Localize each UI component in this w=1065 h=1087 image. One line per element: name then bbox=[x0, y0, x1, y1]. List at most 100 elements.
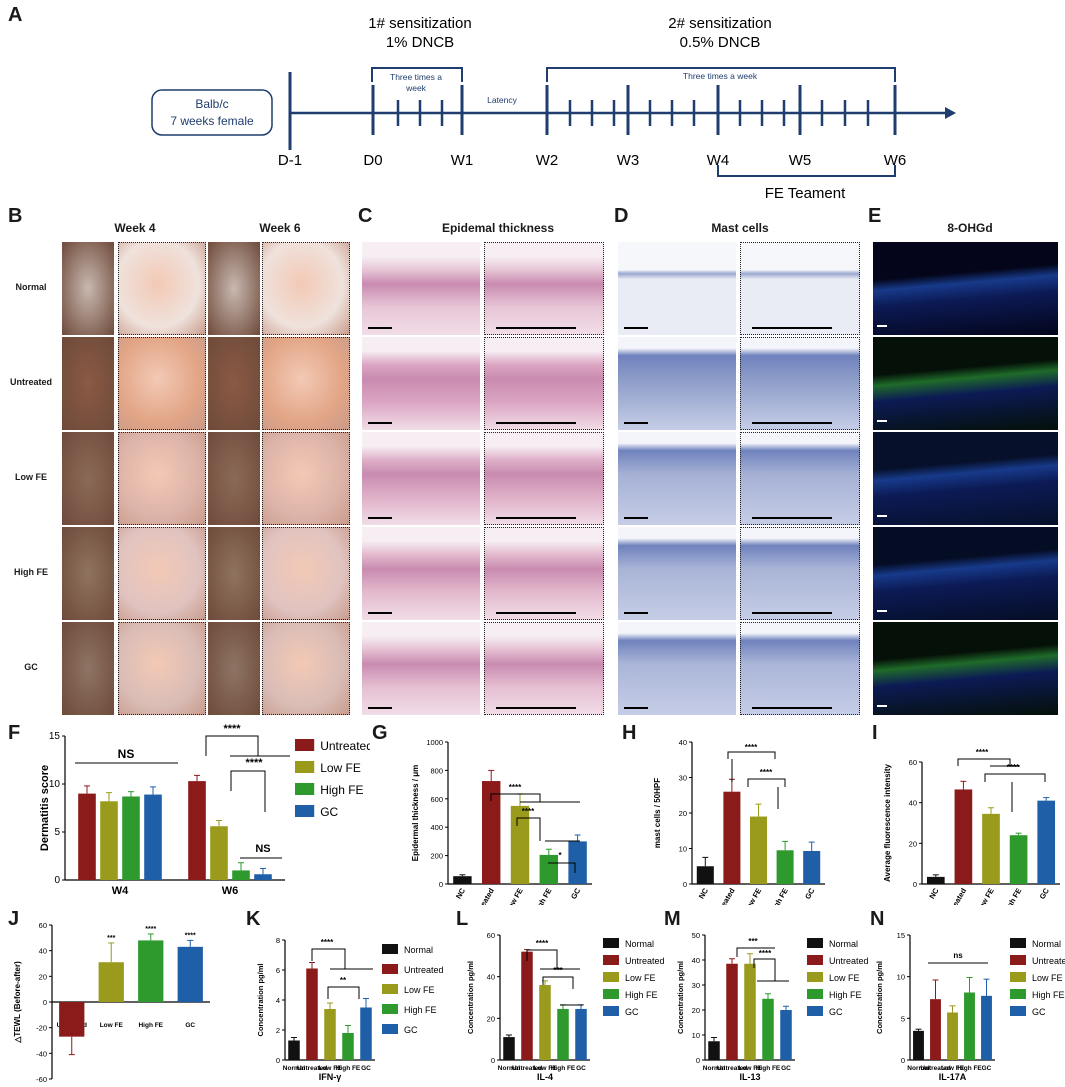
legend-label: Normal bbox=[1032, 939, 1061, 949]
x-tick-label: NC bbox=[697, 886, 711, 900]
micrograph-he bbox=[484, 527, 604, 620]
panel-label-l: L bbox=[456, 908, 469, 930]
x-tick-label: Untreated bbox=[943, 886, 969, 905]
y-tick-label: 40 bbox=[692, 956, 700, 965]
y-tick-label: 4 bbox=[276, 996, 280, 1005]
legend-label: High FE bbox=[320, 783, 363, 797]
micrograph-skinz bbox=[262, 242, 350, 335]
micrograph-skin bbox=[62, 337, 114, 430]
bar bbox=[138, 940, 164, 1002]
x-tick-label: Low FE bbox=[975, 887, 996, 906]
significance-bracket bbox=[727, 751, 776, 782]
y-tick-label: 5 bbox=[54, 827, 60, 838]
x-tick-label: GC bbox=[185, 1022, 195, 1029]
micrograph-skin bbox=[62, 527, 114, 620]
bar bbox=[762, 998, 774, 1060]
bar bbox=[726, 963, 738, 1060]
scale-bar bbox=[368, 612, 392, 614]
bar bbox=[59, 1002, 85, 1037]
micrograph-he bbox=[484, 337, 604, 430]
bar bbox=[557, 1008, 569, 1060]
scale-bar bbox=[624, 517, 648, 519]
bar bbox=[539, 985, 551, 1060]
timeline-tick-label: D0 bbox=[363, 152, 382, 169]
timeline-tick-label: D-1 bbox=[278, 152, 302, 169]
legend-label: Normal bbox=[625, 939, 654, 949]
timeline-diagram: Balb/c 7 weeks female 1# sensitization 1… bbox=[151, 15, 956, 202]
bar bbox=[342, 1033, 354, 1060]
y-tick-label: 0 bbox=[913, 880, 917, 889]
timeline-tick-label: W4 bbox=[707, 152, 730, 169]
y-tick-label: 10 bbox=[897, 973, 905, 982]
x-tick-label: Untreated bbox=[920, 1065, 950, 1072]
bar bbox=[803, 850, 821, 884]
y-tick-label: 20 bbox=[487, 1014, 495, 1023]
sens1-bracket bbox=[371, 67, 463, 82]
col-c-title: Epidemal thickness bbox=[441, 221, 555, 235]
x-tick-label: NC bbox=[454, 886, 468, 900]
x-tick-label: GC bbox=[569, 886, 583, 901]
legend-label: Normal bbox=[829, 939, 858, 949]
micrograph-skin bbox=[208, 242, 260, 335]
x-tick-label: Low FE bbox=[504, 887, 525, 906]
sens1-title: 1# sensitization bbox=[368, 15, 471, 32]
micrograph-skinz bbox=[262, 527, 350, 620]
significance-label: ** bbox=[340, 976, 347, 985]
panel-label-d: D bbox=[614, 205, 629, 227]
micrograph-he bbox=[362, 527, 480, 620]
micrograph-skin bbox=[62, 242, 114, 335]
x-axis-label: IL-13 bbox=[739, 1072, 760, 1082]
scale-bar bbox=[752, 422, 832, 424]
bar bbox=[568, 841, 587, 884]
scale-bar bbox=[368, 327, 392, 329]
x-tick-label: High FE bbox=[532, 887, 554, 906]
legend-swatch bbox=[295, 805, 315, 817]
panel-label-f: F bbox=[8, 722, 21, 744]
x-tick-label: Low FE bbox=[100, 1022, 124, 1029]
legend-label: Untreated bbox=[1032, 956, 1065, 966]
y-axis-label: Concentration pg/ml bbox=[466, 961, 475, 1034]
x-tick-label: Low FE bbox=[742, 887, 763, 906]
legend-swatch bbox=[807, 972, 823, 982]
treatment-bracket bbox=[717, 165, 896, 177]
scale-bar bbox=[496, 707, 576, 709]
micrograph-he bbox=[362, 622, 480, 715]
y-tick-label: 400 bbox=[430, 823, 443, 832]
legend-label: Untreated bbox=[320, 739, 370, 753]
scale-bar bbox=[368, 517, 392, 519]
sens2-dose: 0.5% DNCB bbox=[680, 34, 761, 51]
micrograph-skin bbox=[208, 622, 260, 715]
significance-label: ns bbox=[953, 951, 963, 960]
micrograph-tb bbox=[618, 337, 736, 430]
scale-bar bbox=[877, 515, 887, 517]
timeline-arrowhead bbox=[945, 107, 956, 119]
bar bbox=[539, 854, 559, 884]
micrograph-tb bbox=[740, 527, 860, 620]
panel-label-k: K bbox=[246, 908, 261, 930]
mouse-age: 7 weeks female bbox=[170, 114, 254, 128]
y-tick-label: 40 bbox=[39, 947, 47, 956]
latency-label: Latency bbox=[487, 95, 518, 105]
legend-label: GC bbox=[829, 1007, 843, 1017]
bar bbox=[78, 793, 96, 880]
micrograph-fl bbox=[873, 527, 1058, 620]
legend-swatch bbox=[603, 955, 619, 965]
scale-bar bbox=[752, 517, 832, 519]
x-tick-label: Low FE bbox=[941, 1065, 965, 1072]
bar bbox=[210, 826, 228, 880]
y-axis-label: △TEWL (Before-after) bbox=[13, 961, 22, 1044]
y-tick-label: 2 bbox=[276, 1026, 280, 1035]
x-tick-label: High FE bbox=[336, 1065, 361, 1072]
micrograph-tb bbox=[740, 622, 860, 715]
legend-swatch bbox=[382, 964, 398, 974]
y-tick-label: 40 bbox=[487, 973, 495, 982]
legend-label: High FE bbox=[404, 1005, 437, 1015]
legend-label: GC bbox=[404, 1025, 418, 1035]
significance-label: **** bbox=[745, 743, 758, 752]
significance-bracket bbox=[311, 948, 373, 970]
legend-swatch bbox=[382, 1024, 398, 1034]
row-label: GC bbox=[24, 662, 38, 672]
micrograph-tb bbox=[618, 432, 736, 525]
y-tick-label: 800 bbox=[430, 766, 443, 775]
y-tick-label: 600 bbox=[430, 795, 443, 804]
